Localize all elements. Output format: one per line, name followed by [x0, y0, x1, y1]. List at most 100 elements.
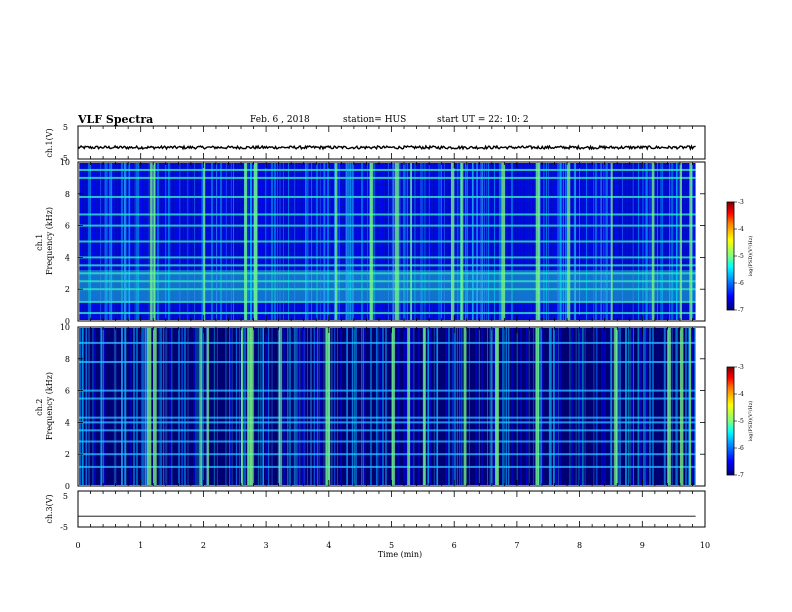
ch2-spectrogram-impulse: [225, 328, 227, 485]
ch2-spectrogram-texture-column: [184, 328, 186, 485]
ch1-spectrogram-impulse: [645, 163, 647, 320]
ch2-spectrogram-texture-column: [268, 328, 270, 485]
ch1-spectrogram-band-line: [79, 176, 696, 179]
ch1-spectrogram-impulse: [148, 163, 150, 320]
frequency-tick-label: 4: [65, 253, 70, 262]
ch2-spectrogram-impulse: [361, 328, 362, 485]
ch2-spectrogram-impulse: [334, 328, 336, 485]
date-label: Feb. 6 , 2018: [250, 115, 310, 125]
ch1-spectrogram-impulse: [599, 163, 601, 320]
ch2-spectrogram-impulse: [296, 328, 298, 485]
ch2-spectrogram-texture-column: [322, 328, 324, 485]
ch2-spectrogram-impulse: [277, 328, 279, 485]
ch2-spectrogram-texture-column: [397, 328, 399, 485]
ch2-spectrogram-texture-column: [214, 328, 216, 485]
ch2-ylabel-frequency: Frequency (kHz): [45, 372, 54, 440]
ch2-spectrogram-impulse: [171, 328, 173, 485]
frequency-tick-label: 2: [65, 450, 70, 459]
ch1-spectrogram-impulse: [479, 163, 481, 320]
ch2-spectrogram-burst: [422, 328, 426, 485]
ch2-spectrogram-texture-column: [388, 328, 390, 485]
ch2-ylabel-channel: ch.2: [35, 399, 44, 416]
ch2-spectrogram-impulse: [625, 328, 627, 485]
ch2-spectrogram-impulse: [425, 328, 426, 485]
ch2-spectrogram-texture-column: [469, 328, 471, 485]
ch1-spectrogram-impulse: [557, 163, 559, 320]
ch2-spectrogram-impulse: [629, 328, 631, 485]
ch1-spectrogram-impulse: [279, 163, 281, 320]
ch1-spectrogram-impulse: [327, 163, 329, 320]
ch1-spectrogram-burst: [679, 163, 683, 320]
ch1-spectrogram-impulse: [106, 163, 108, 320]
ch2-spectrogram-texture-column: [457, 328, 459, 485]
ch2-spectrogram-texture-column: [100, 328, 102, 485]
ch1-spectrogram-impulse: [632, 163, 634, 320]
ch2-spectrogram-texture-column: [421, 328, 423, 485]
ch2-spectrogram-impulse: [158, 328, 160, 485]
ch2-spectrogram-texture-column: [529, 328, 531, 485]
ch2-spectrogram-texture-column: [523, 328, 525, 485]
ch2-spectrogram-texture-column: [319, 328, 321, 485]
ch2-spectrogram-impulse: [456, 328, 458, 485]
ch2-spectrogram-texture-column: [103, 328, 105, 485]
ch1-spectrogram-impulse: [678, 163, 680, 320]
ch2-spectrogram-texture-column: [193, 328, 195, 485]
ch1-spectrogram-impulse: [457, 163, 459, 320]
ch2-spectrogram-impulse: [307, 328, 308, 485]
ch1-spectrogram-ticks: [77, 161, 706, 322]
ch2-spectrogram-impulse: [263, 328, 264, 485]
ch2-spectrogram-texture-column: [151, 328, 153, 485]
ch1-voltage-ticks: [77, 126, 706, 159]
ch1-spectrogram-impulse: [79, 163, 80, 320]
ch2-spectrogram-background: [79, 328, 696, 485]
ch2-spectrogram-texture-column: [532, 328, 534, 485]
ch2-spectrogram-texture-column: [580, 328, 582, 485]
ch2-spectrogram-impulse: [582, 328, 583, 485]
frequency-tick-label: 0: [65, 482, 70, 491]
ch2-spectrogram-burst: [391, 328, 395, 485]
time-tick-label: 4: [326, 541, 331, 550]
ch2-spectrogram-texture-column: [190, 328, 192, 485]
ch2-spectrogram-texture-column: [175, 328, 177, 485]
ch1-spectrogram-impulse: [128, 163, 130, 320]
ch2-spectrogram-texture-column: [394, 328, 396, 485]
ch2-spectrogram-texture-column: [466, 328, 468, 485]
ch1-spectrogram-burst: [369, 163, 374, 320]
ch1-spectrogram-impulse: [546, 163, 547, 320]
ch1-spectrogram-impulse: [169, 163, 171, 320]
ch1-ytick-bottom: -5: [60, 154, 68, 163]
ch1-spectrogram-impulse: [324, 163, 326, 320]
ch1-spectrogram-impulse: [100, 163, 102, 320]
ch1-spectrogram-impulse: [428, 163, 430, 320]
ch2-spectrogram-texture-column: [652, 328, 654, 485]
ch1-spectrogram-impulse: [465, 163, 467, 320]
ch1-spectrogram-impulse: [179, 163, 181, 320]
ch2-spectrogram-texture-column: [541, 328, 543, 485]
station-label: station= HUS: [343, 115, 406, 125]
ch2-spectrogram-impulse: [569, 328, 571, 485]
ch2-spectrogram-impulse: [610, 328, 612, 485]
ch2-spectrogram-impulse: [101, 328, 103, 485]
ch2-spectrogram-texture-column: [604, 328, 606, 485]
ch2-spectrogram-texture-column: [364, 328, 366, 485]
ch1-spectrogram-burst: [335, 163, 338, 320]
ch2-spectrogram-band-line: [79, 389, 696, 392]
ch1-spectrogram-impulse: [481, 163, 483, 320]
ch2-spectrogram-texture-column: [430, 328, 432, 485]
ch2-spectrogram-texture-column: [517, 328, 519, 485]
ch1-spectrogram-impulse: [165, 163, 167, 320]
ch2-spectrogram-texture-column: [454, 328, 456, 485]
ch2-spectrogram-impulse: [363, 328, 364, 485]
ch1-spectrogram-impulse: [563, 163, 564, 320]
ch2-spectrogram-impulse: [260, 328, 262, 485]
ch1-spectrogram-impulse: [168, 163, 170, 320]
ch1-spectrogram-impulse: [125, 163, 127, 320]
ch2-spectrogram-impulse: [145, 328, 147, 485]
ch2-spectrogram-impulse: [628, 328, 629, 485]
ch1-spectrogram-impulse: [472, 163, 473, 320]
ch2-spectrogram-impulse: [102, 328, 104, 485]
ch2-spectrogram-texture-column: [601, 328, 603, 485]
ch2-spectrogram-texture-column: [289, 328, 291, 485]
ch1-spectrogram-impulse: [327, 163, 329, 320]
